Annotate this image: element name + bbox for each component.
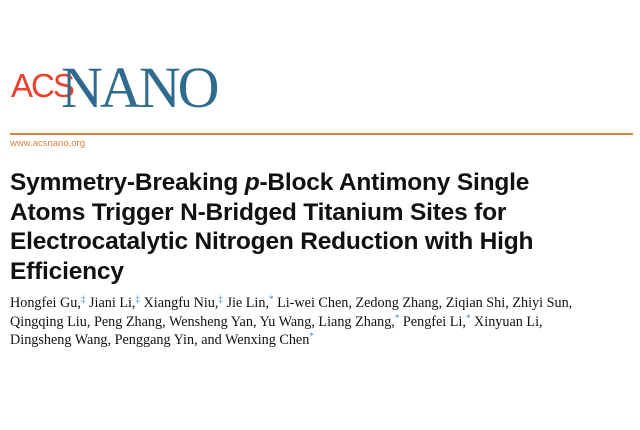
corresponding-author-mark[interactable]: *: [394, 312, 400, 323]
author: Hongfei Gu,‡: [10, 294, 86, 312]
equal-contribution-mark[interactable]: ‡: [80, 294, 86, 304]
author: Xiangfu Niu,‡: [143, 294, 223, 312]
author-name: Ziqian Shi,: [445, 295, 509, 311]
author: Ziqian Shi,: [446, 295, 509, 311]
author-name: Wensheng Yan,: [168, 313, 257, 330]
author-name: Li-wei Chen,: [277, 295, 352, 311]
author: Peng Zhang,: [94, 314, 166, 330]
equal-contribution-mark[interactable]: ‡: [135, 294, 140, 304]
author: Qingqing Liu,: [10, 314, 90, 330]
author: Xinyuan Li,: [474, 314, 543, 330]
author-list: Hongfei Gu,‡ Jiani Li,‡ Xiangfu Niu,‡ Ji…: [10, 294, 635, 350]
author: Liang Zhang,*: [318, 312, 400, 330]
logo-acs: ACS: [11, 67, 75, 104]
corresponding-author-mark[interactable]: *: [269, 294, 274, 304]
author: Dingsheng Wang,: [10, 332, 111, 348]
header-rule: [10, 133, 633, 135]
title-line-2: Atoms Trigger N-Bridged Titanium Sites f…: [10, 198, 507, 226]
author-name: Liang Zhang,: [318, 313, 395, 330]
author: Jie Lin,*: [226, 294, 274, 312]
author: Jiani Li,‡: [88, 294, 140, 312]
author-name: Dingsheng Wang,: [10, 332, 112, 348]
author: Zhiyi Sun,: [512, 295, 572, 311]
title-line-1: Symmetry-Breaking p-Block Antimony Singl…: [10, 169, 530, 196]
author: Zedong Zhang,: [355, 295, 442, 311]
logo-nano: NANO: [61, 55, 220, 120]
author: Wensheng Yan,: [169, 314, 257, 330]
author-name: Xinyuan Li,: [474, 313, 543, 330]
author-name: and Wenxing Chen: [201, 332, 310, 348]
author: Li-wei Chen,: [277, 295, 352, 311]
journal-url[interactable]: www.acsnano.org: [10, 138, 85, 149]
author-name: Pengfei Li,: [402, 313, 466, 330]
equal-contribution-mark[interactable]: ‡: [218, 294, 223, 304]
author: and Wenxing Chen*: [201, 331, 314, 349]
author-name: Zhiyi Sun,: [512, 295, 573, 311]
author: Penggang Yin,: [115, 332, 198, 348]
author: Yu Wang,: [260, 314, 315, 330]
author-name: Jie Lin,: [226, 295, 270, 311]
title-line-4: Efficiency: [10, 257, 124, 285]
author-name: Hongfei Gu,: [10, 295, 81, 311]
author-name: Penggang Yin,: [114, 332, 198, 348]
author-name: Zedong Zhang,: [355, 295, 443, 311]
author-name: Qingqing Liu,: [10, 313, 91, 330]
author-name: Xiangfu Niu,: [143, 295, 219, 311]
author: Pengfei Li,*: [402, 312, 471, 330]
author-name: Yu Wang,: [259, 313, 315, 330]
paper-title: Symmetry-Breaking p-Block Antimony Singl…: [10, 168, 640, 286]
title-line-3: Electrocatalytic Nitrogen Reduction with…: [10, 228, 534, 255]
author-name: Jiani Li,: [88, 295, 136, 311]
author-name: Peng Zhang,: [93, 313, 166, 330]
corresponding-author-mark[interactable]: *: [465, 312, 471, 323]
corresponding-author-mark[interactable]: *: [309, 331, 314, 341]
